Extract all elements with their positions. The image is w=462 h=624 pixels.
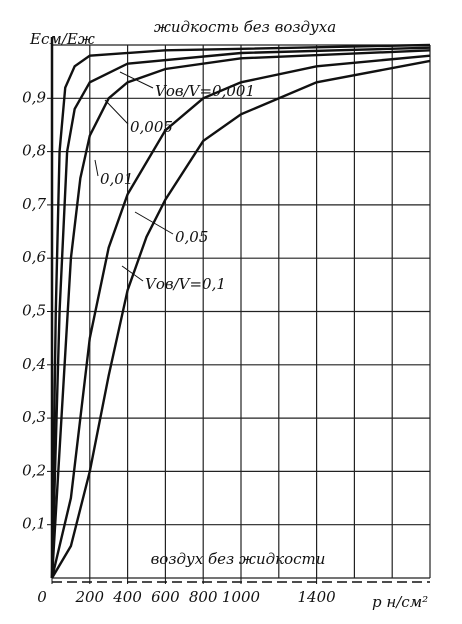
x-tick-label: 800	[189, 588, 218, 606]
y-tick-label: 0,1	[22, 515, 46, 533]
y-tick-label: 0,6	[22, 248, 46, 266]
line	[50, 59, 431, 579]
chart-title: жидкость без воздуха	[154, 18, 336, 36]
y-tick-label: 0,5	[22, 302, 46, 320]
leader-line	[104, 99, 129, 125]
y-tick-label: 0,9	[22, 88, 46, 106]
line	[50, 43, 431, 579]
y-tick-label: 0,4	[22, 355, 46, 373]
series-label: Vов/V=0,1	[145, 275, 226, 293]
x-tick-label: 400	[112, 588, 142, 606]
line	[50, 49, 431, 579]
x-tick-label: 0	[37, 588, 47, 606]
annotation: воздух без жидкости	[151, 550, 326, 568]
x-tick-label: 200	[74, 588, 104, 606]
y-tick-label: 0,3	[22, 408, 46, 426]
y-tick-label: 0,7	[22, 195, 46, 213]
y-axis-label: Eсм/Eж	[29, 30, 95, 48]
x-axis-label: p н/см²	[372, 593, 428, 611]
x-tick-label: 1000	[222, 588, 261, 606]
x-tick-label: 600	[151, 588, 180, 606]
series-label: 0,01	[100, 170, 133, 188]
y-tick-label: 0,8	[22, 142, 46, 160]
y-tick-label: 0,2	[22, 461, 46, 479]
series-label: 0,005	[130, 118, 173, 136]
series-label: 0,05	[175, 228, 208, 246]
leader-line	[94, 159, 99, 177]
line	[50, 54, 431, 579]
x-tick-label: 1400	[298, 588, 337, 606]
line	[50, 46, 431, 579]
leader-line	[121, 265, 144, 282]
